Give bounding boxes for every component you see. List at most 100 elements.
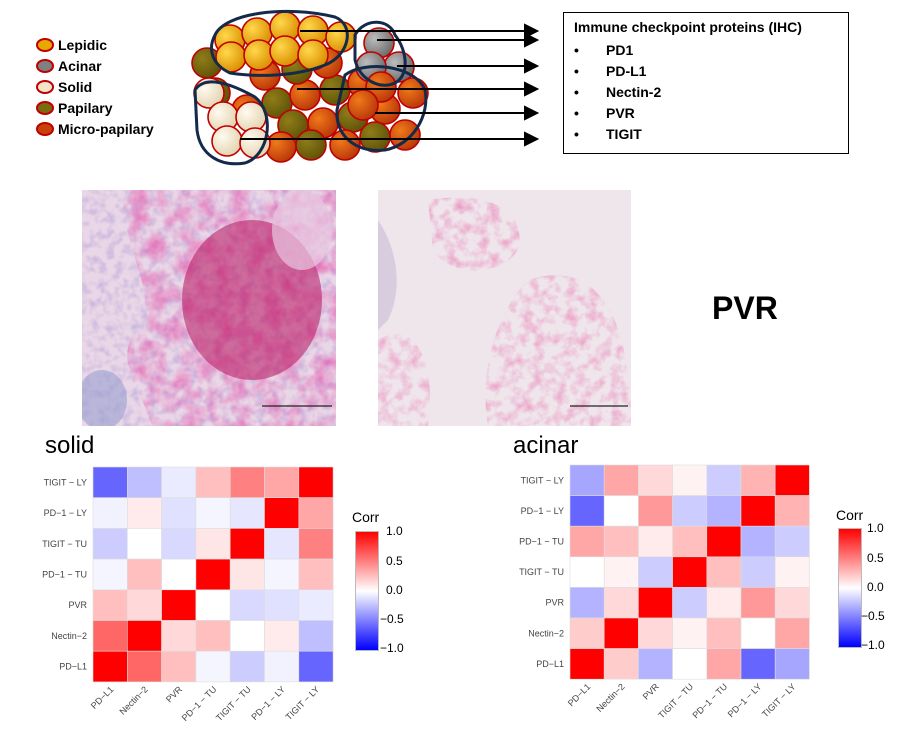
heatmap-cell [92, 497, 128, 529]
acinar-tissue-micrograph [378, 190, 631, 426]
heatmap-cell [229, 466, 265, 499]
heatmap-cell [92, 589, 128, 621]
ihc-item: • TIGIT [574, 123, 838, 144]
heatmap-cell [569, 525, 605, 558]
heatmap-cell [603, 464, 639, 496]
heatmap-cell [740, 648, 776, 680]
colorbar-tick: −1.0 [380, 641, 404, 655]
heatmap-cell [195, 589, 231, 621]
legend-label: Papilary [58, 100, 113, 116]
heatmap-cell [638, 495, 673, 527]
ihc-title: Immune checkpoint proteins (IHC) [574, 19, 802, 35]
y-tick-label: PD−L1 [59, 662, 87, 672]
solid-swatch [36, 80, 54, 94]
heatmap-cell [195, 497, 231, 529]
heatmap-cell [569, 587, 605, 619]
heatmap-cell [706, 464, 742, 496]
heatmap-cell [264, 528, 300, 560]
heatmap-cell [161, 528, 197, 560]
heatmap-cell [127, 558, 162, 591]
heatmap-cell [603, 556, 639, 588]
tumor-cluster-diagram [191, 9, 540, 166]
colorbar-tick: 0.0 [386, 583, 403, 597]
heatmap-cell [672, 648, 708, 680]
ihc-item: • PD-L1 [574, 60, 838, 81]
heatmap-cell [298, 589, 334, 621]
heatmap-cell [92, 528, 128, 560]
legend-item-papilary: Papilary [36, 100, 112, 116]
heatmap-cell [127, 650, 162, 683]
legend-label: Acinar [58, 58, 102, 74]
heatmap-cell [774, 525, 810, 558]
heatmap-cell [127, 620, 162, 652]
ihc-item-label: TIGIT [606, 125, 642, 142]
y-tick-label: TIGIT − LY [44, 477, 87, 487]
region-outlines [193, 9, 428, 166]
ihc-item-label: PD1 [606, 41, 634, 58]
acinar-swatch [36, 59, 54, 73]
heatmap-cell [195, 528, 231, 560]
x-tick-label: TIGIT − LY [760, 682, 798, 720]
ihc-item: • PD1 [574, 39, 838, 60]
heatmap-cell [161, 558, 197, 591]
heatmap-cell [740, 556, 776, 588]
heatmap-cell [264, 497, 300, 529]
heatmap-cell [569, 556, 605, 588]
arrows [240, 23, 540, 147]
heatmap-cell [603, 587, 639, 619]
heatmap-cell [706, 525, 742, 558]
colorbar-tick: 0.5 [386, 554, 403, 568]
y-tick-label: Nectin−2 [51, 631, 87, 641]
colorbar-tick: 0.0 [867, 580, 884, 594]
heatmap-cell [774, 556, 810, 588]
heatmap-cell [195, 620, 231, 652]
heatmap-cell [298, 466, 334, 499]
heatmap-cell [161, 589, 197, 621]
heatmap-cell [264, 650, 300, 683]
heatmap-cell [740, 587, 776, 619]
solid-tissue-micrograph [82, 190, 336, 426]
x-tick-label: PVR [164, 684, 185, 705]
heatmap-cell [264, 466, 300, 499]
heatmap-cell [774, 648, 810, 680]
heatmap-cell [706, 556, 742, 588]
heatmap-cell [603, 495, 639, 527]
legend-item-acinar: Acinar [36, 58, 102, 74]
heatmap-cell [195, 558, 231, 591]
heatmap-cell [264, 558, 300, 591]
heatmap-cell [740, 464, 776, 496]
micropapilary-swatch [36, 122, 54, 136]
heatmap-cell [638, 464, 673, 496]
heatmap-cell [672, 495, 708, 527]
heatmap-cell [127, 589, 162, 621]
heatmap-cell [92, 558, 128, 591]
legend-item-micropapilary: Micro-papilary [36, 121, 154, 137]
ihc-item-label: PVR [606, 104, 635, 121]
x-tick-label: TIGIT − TU [656, 682, 695, 721]
x-tick-label: PD−L1 [89, 684, 116, 711]
heatmap-cell [774, 464, 810, 496]
heatmap-cell [672, 556, 708, 588]
ihc-item-label: Nectin-2 [606, 83, 662, 100]
x-tick-label: PVR [641, 681, 662, 702]
legend-label: Solid [58, 79, 93, 95]
heatmap-cell [603, 617, 639, 649]
heatmap-cell [195, 650, 231, 683]
x-tick-label: PD−1 − LY [249, 684, 287, 722]
x-tick-label: TIGIT − LY [284, 684, 322, 722]
papilary-swatch [36, 101, 54, 115]
heatmap-cell [638, 525, 673, 558]
heatmap-cell [672, 464, 708, 496]
heatmap-cell [161, 497, 197, 529]
heatmap-cell [706, 587, 742, 619]
heatmap-cell [569, 495, 605, 527]
y-tick-label: PD−1 − TU [519, 537, 564, 547]
heatmap-cell [638, 587, 673, 619]
colorbar-tick: 1.0 [867, 521, 884, 535]
x-tick-label: PD−L1 [566, 682, 593, 709]
colorbar-title: Corr [352, 509, 380, 525]
heatmap-cell [127, 497, 162, 529]
solid-panel-title: solid [45, 432, 95, 459]
heatmap-cell [672, 587, 708, 619]
